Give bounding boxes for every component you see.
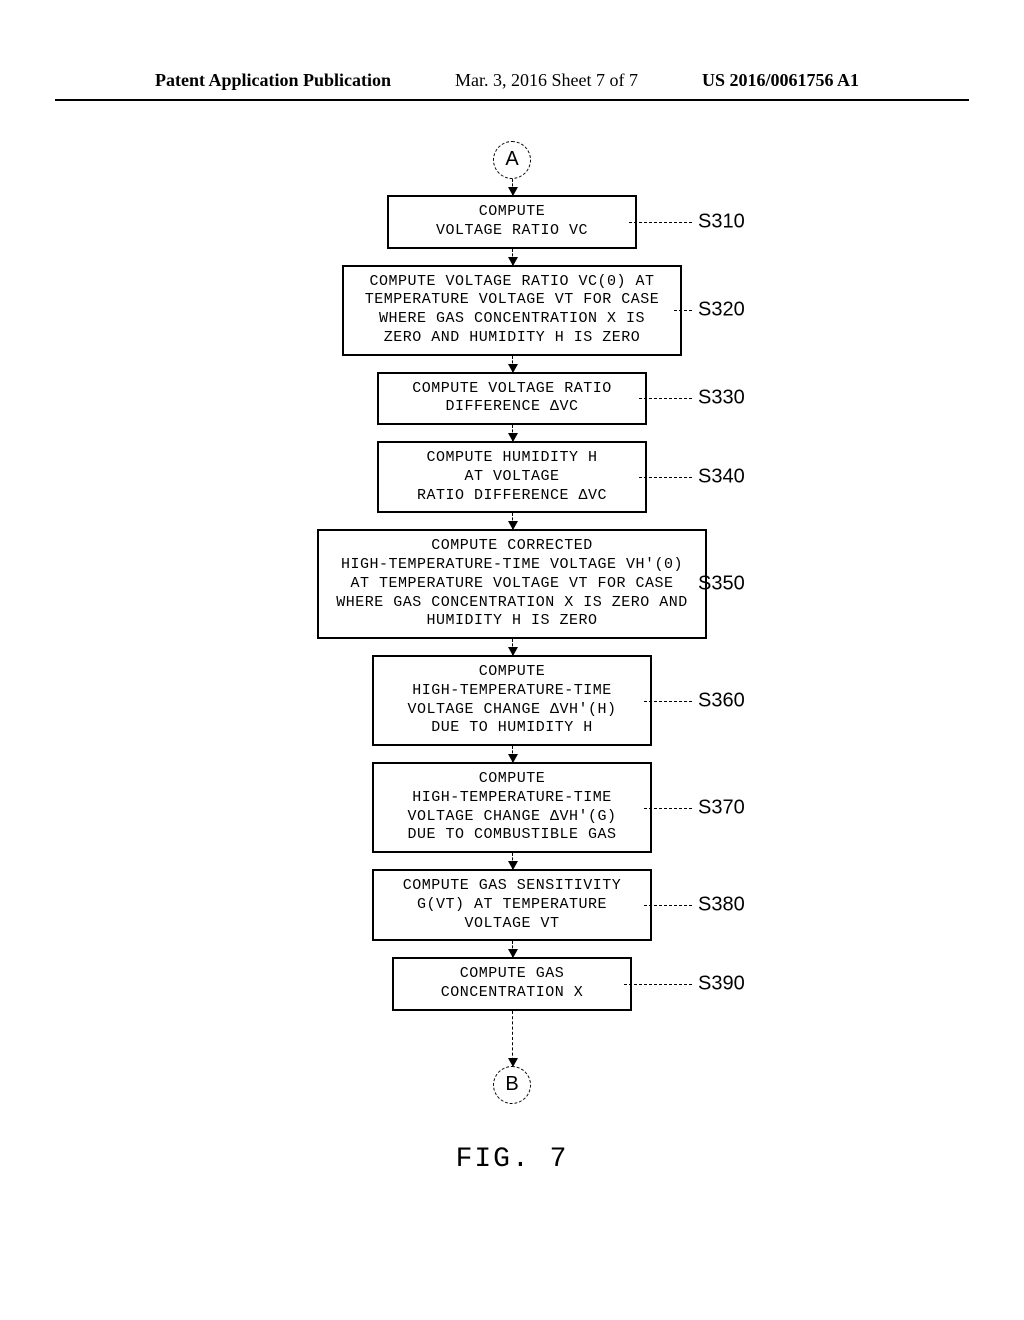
flow-arrow (512, 249, 513, 265)
page-header: Patent Application Publication Mar. 3, 2… (55, 0, 969, 101)
step-label: S320 (698, 299, 745, 322)
terminal-end: B (493, 1066, 531, 1104)
flow-arrow (512, 513, 513, 529)
flow-step: COMPUTE CORRECTEDHIGH-TEMPERATURE-TIME V… (212, 529, 812, 639)
flow-step: COMPUTE VOLTAGE RATIO VC(0) ATTEMPERATUR… (212, 265, 812, 356)
label-connector (644, 701, 692, 702)
label-connector (629, 222, 692, 223)
step-label: S360 (698, 689, 745, 712)
step-label: S330 (698, 387, 745, 410)
label-connector (644, 808, 692, 809)
process-box: COMPUTE VOLTAGE RATIODIFFERENCE ΔVC (377, 372, 647, 426)
label-connector (644, 905, 692, 906)
arrow-head-icon (508, 1058, 518, 1067)
header-left: Patent Application Publication (155, 70, 391, 91)
step-label: S390 (698, 973, 745, 996)
flow-step: COMPUTEHIGH-TEMPERATURE-TIMEVOLTAGE CHAN… (212, 762, 812, 853)
flow-step: COMPUTE VOLTAGE RATIODIFFERENCE ΔVC S330 (212, 372, 812, 426)
process-box: COMPUTE VOLTAGE RATIO VC(0) ATTEMPERATUR… (342, 265, 682, 356)
label-connector (624, 984, 692, 985)
label-connector (639, 398, 692, 399)
process-box: COMPUTE GAS SENSITIVITYG(VT) AT TEMPERAT… (372, 869, 652, 941)
flow-arrow (512, 425, 513, 441)
flow-arrow (512, 1011, 513, 1066)
figure-label: FIG. 7 (0, 1144, 1024, 1175)
flow-arrow (512, 179, 513, 195)
flow-arrow (512, 941, 513, 957)
step-label: S380 (698, 894, 745, 917)
process-box: COMPUTEHIGH-TEMPERATURE-TIMEVOLTAGE CHAN… (372, 762, 652, 853)
step-label: S350 (698, 573, 745, 596)
process-box: COMPUTE HUMIDITY HAT VOLTAGERATIO DIFFER… (377, 441, 647, 513)
flow-step: COMPUTEVOLTAGE RATIO VC S310 (212, 195, 812, 249)
process-box: COMPUTEHIGH-TEMPERATURE-TIMEVOLTAGE CHAN… (372, 655, 652, 746)
label-connector (639, 477, 692, 478)
terminal-start: A (493, 141, 531, 179)
flow-arrow (512, 853, 513, 869)
header-right: US 2016/0061756 A1 (702, 70, 859, 91)
process-box: COMPUTE CORRECTEDHIGH-TEMPERATURE-TIME V… (317, 529, 707, 639)
step-label: S370 (698, 796, 745, 819)
flow-arrow (512, 639, 513, 655)
label-connector (674, 310, 692, 311)
process-box: COMPUTE GASCONCENTRATION X (392, 957, 632, 1011)
flow-step: COMPUTE GAS SENSITIVITYG(VT) AT TEMPERAT… (212, 869, 812, 941)
flow-arrow (512, 746, 513, 762)
step-label: S340 (698, 466, 745, 489)
process-box: COMPUTEVOLTAGE RATIO VC (387, 195, 637, 249)
flow-arrow (512, 356, 513, 372)
flow-step: COMPUTE GASCONCENTRATION X S390 (212, 957, 812, 1011)
flow-step: COMPUTE HUMIDITY HAT VOLTAGERATIO DIFFER… (212, 441, 812, 513)
step-label: S310 (698, 210, 745, 233)
flowchart: A COMPUTEVOLTAGE RATIO VC S310 COMPUTE VOLT… (212, 141, 812, 1104)
header-center: Mar. 3, 2016 Sheet 7 of 7 (455, 70, 638, 91)
flow-step: COMPUTEHIGH-TEMPERATURE-TIMEVOLTAGE CHAN… (212, 655, 812, 746)
